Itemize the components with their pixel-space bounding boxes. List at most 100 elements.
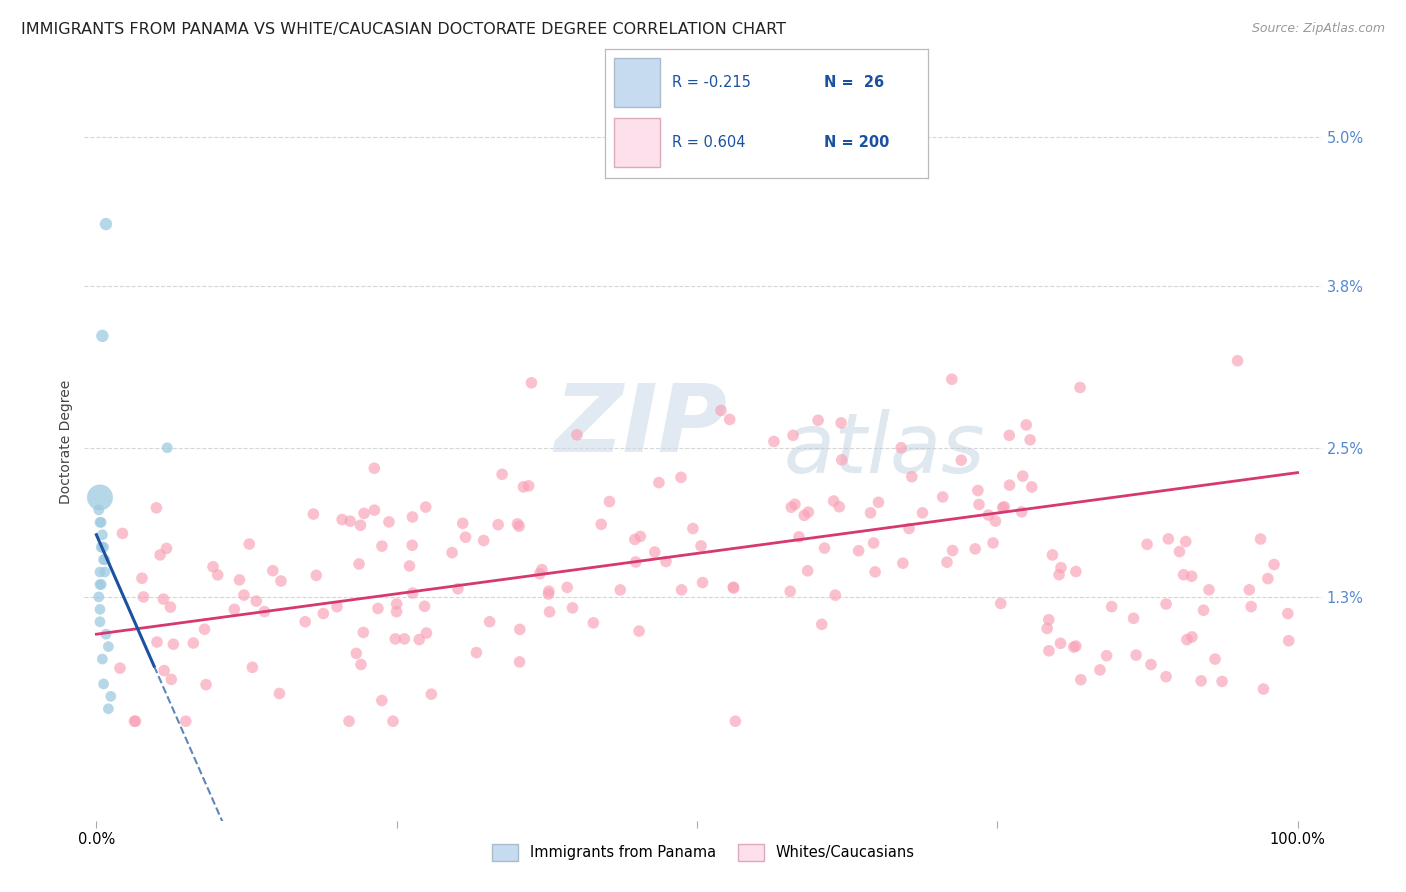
Point (294, 615, 316, 629)
Point (891, 556, 914, 570)
Point (1101, 599, 1123, 614)
Point (1277, 607, 1299, 621)
Point (89, 565, 111, 579)
Point (193, 622, 215, 636)
Point (381, 714, 404, 729)
Point (89, 615, 111, 629)
Point (1136, 537, 1159, 551)
FancyBboxPatch shape (614, 58, 659, 107)
Point (682, 522, 704, 536)
Point (779, 584, 801, 599)
Point (1154, 670, 1177, 684)
Point (724, 714, 747, 729)
Point (472, 533, 495, 548)
Point (561, 600, 583, 615)
Text: atlas: atlas (783, 409, 986, 490)
Point (1181, 630, 1204, 644)
Point (1173, 567, 1195, 582)
Point (831, 453, 853, 467)
Point (447, 582, 470, 596)
Point (1036, 622, 1059, 636)
Point (669, 470, 692, 484)
Point (93, 540, 115, 554)
Point (87, 503, 110, 517)
Point (1154, 597, 1177, 611)
Point (305, 568, 328, 582)
Point (530, 563, 553, 577)
Point (981, 536, 1004, 550)
Point (624, 533, 647, 547)
Point (385, 597, 408, 611)
Point (810, 617, 832, 632)
Point (1038, 644, 1060, 658)
Point (207, 567, 229, 582)
Point (1064, 565, 1087, 579)
Y-axis label: Doctorate Degree: Doctorate Degree (59, 379, 73, 504)
Point (984, 514, 1007, 528)
Point (159, 600, 181, 615)
Point (1011, 505, 1033, 519)
Point (339, 514, 361, 528)
Point (270, 574, 292, 588)
Point (723, 581, 745, 595)
Point (94, 217, 117, 231)
Point (155, 541, 177, 556)
Point (91, 540, 114, 554)
Point (100, 690, 122, 704)
Point (269, 686, 291, 700)
Point (901, 469, 924, 483)
Point (408, 632, 430, 647)
Point (936, 555, 959, 569)
Point (93, 677, 115, 691)
Point (898, 522, 921, 536)
Point (94, 552, 117, 566)
Point (1250, 532, 1272, 546)
Point (378, 515, 401, 529)
Point (624, 555, 647, 569)
Point (1257, 572, 1279, 586)
Point (262, 564, 284, 578)
Point (1070, 673, 1092, 687)
Point (312, 607, 335, 621)
Point (486, 517, 509, 532)
Point (363, 503, 385, 517)
Point (371, 693, 394, 707)
Point (401, 510, 423, 524)
Point (1021, 480, 1043, 494)
Point (401, 586, 423, 600)
Text: Source: ZipAtlas.com: Source: ZipAtlas.com (1251, 22, 1385, 36)
Point (160, 673, 183, 687)
Point (690, 539, 713, 553)
Point (384, 632, 406, 646)
Point (132, 590, 155, 604)
Point (1192, 603, 1215, 617)
Point (813, 541, 835, 555)
Point (793, 508, 815, 523)
Point (1047, 567, 1070, 582)
Point (1038, 613, 1060, 627)
Point (911, 506, 934, 520)
Point (1198, 582, 1220, 597)
Point (1049, 636, 1071, 650)
Point (465, 646, 488, 660)
Point (565, 427, 588, 442)
Point (451, 516, 474, 531)
Point (415, 626, 437, 640)
Point (783, 497, 806, 511)
Point (156, 441, 179, 455)
Point (1042, 548, 1064, 562)
Point (998, 478, 1021, 492)
Point (1140, 657, 1163, 672)
Point (1122, 611, 1144, 625)
Point (454, 530, 477, 544)
Point (326, 599, 349, 614)
Point (228, 573, 250, 587)
Point (302, 507, 325, 521)
Point (415, 500, 437, 514)
Point (582, 615, 605, 630)
Point (145, 500, 167, 515)
Point (394, 632, 416, 646)
Point (183, 636, 205, 650)
Point (782, 428, 804, 442)
Point (385, 605, 408, 619)
